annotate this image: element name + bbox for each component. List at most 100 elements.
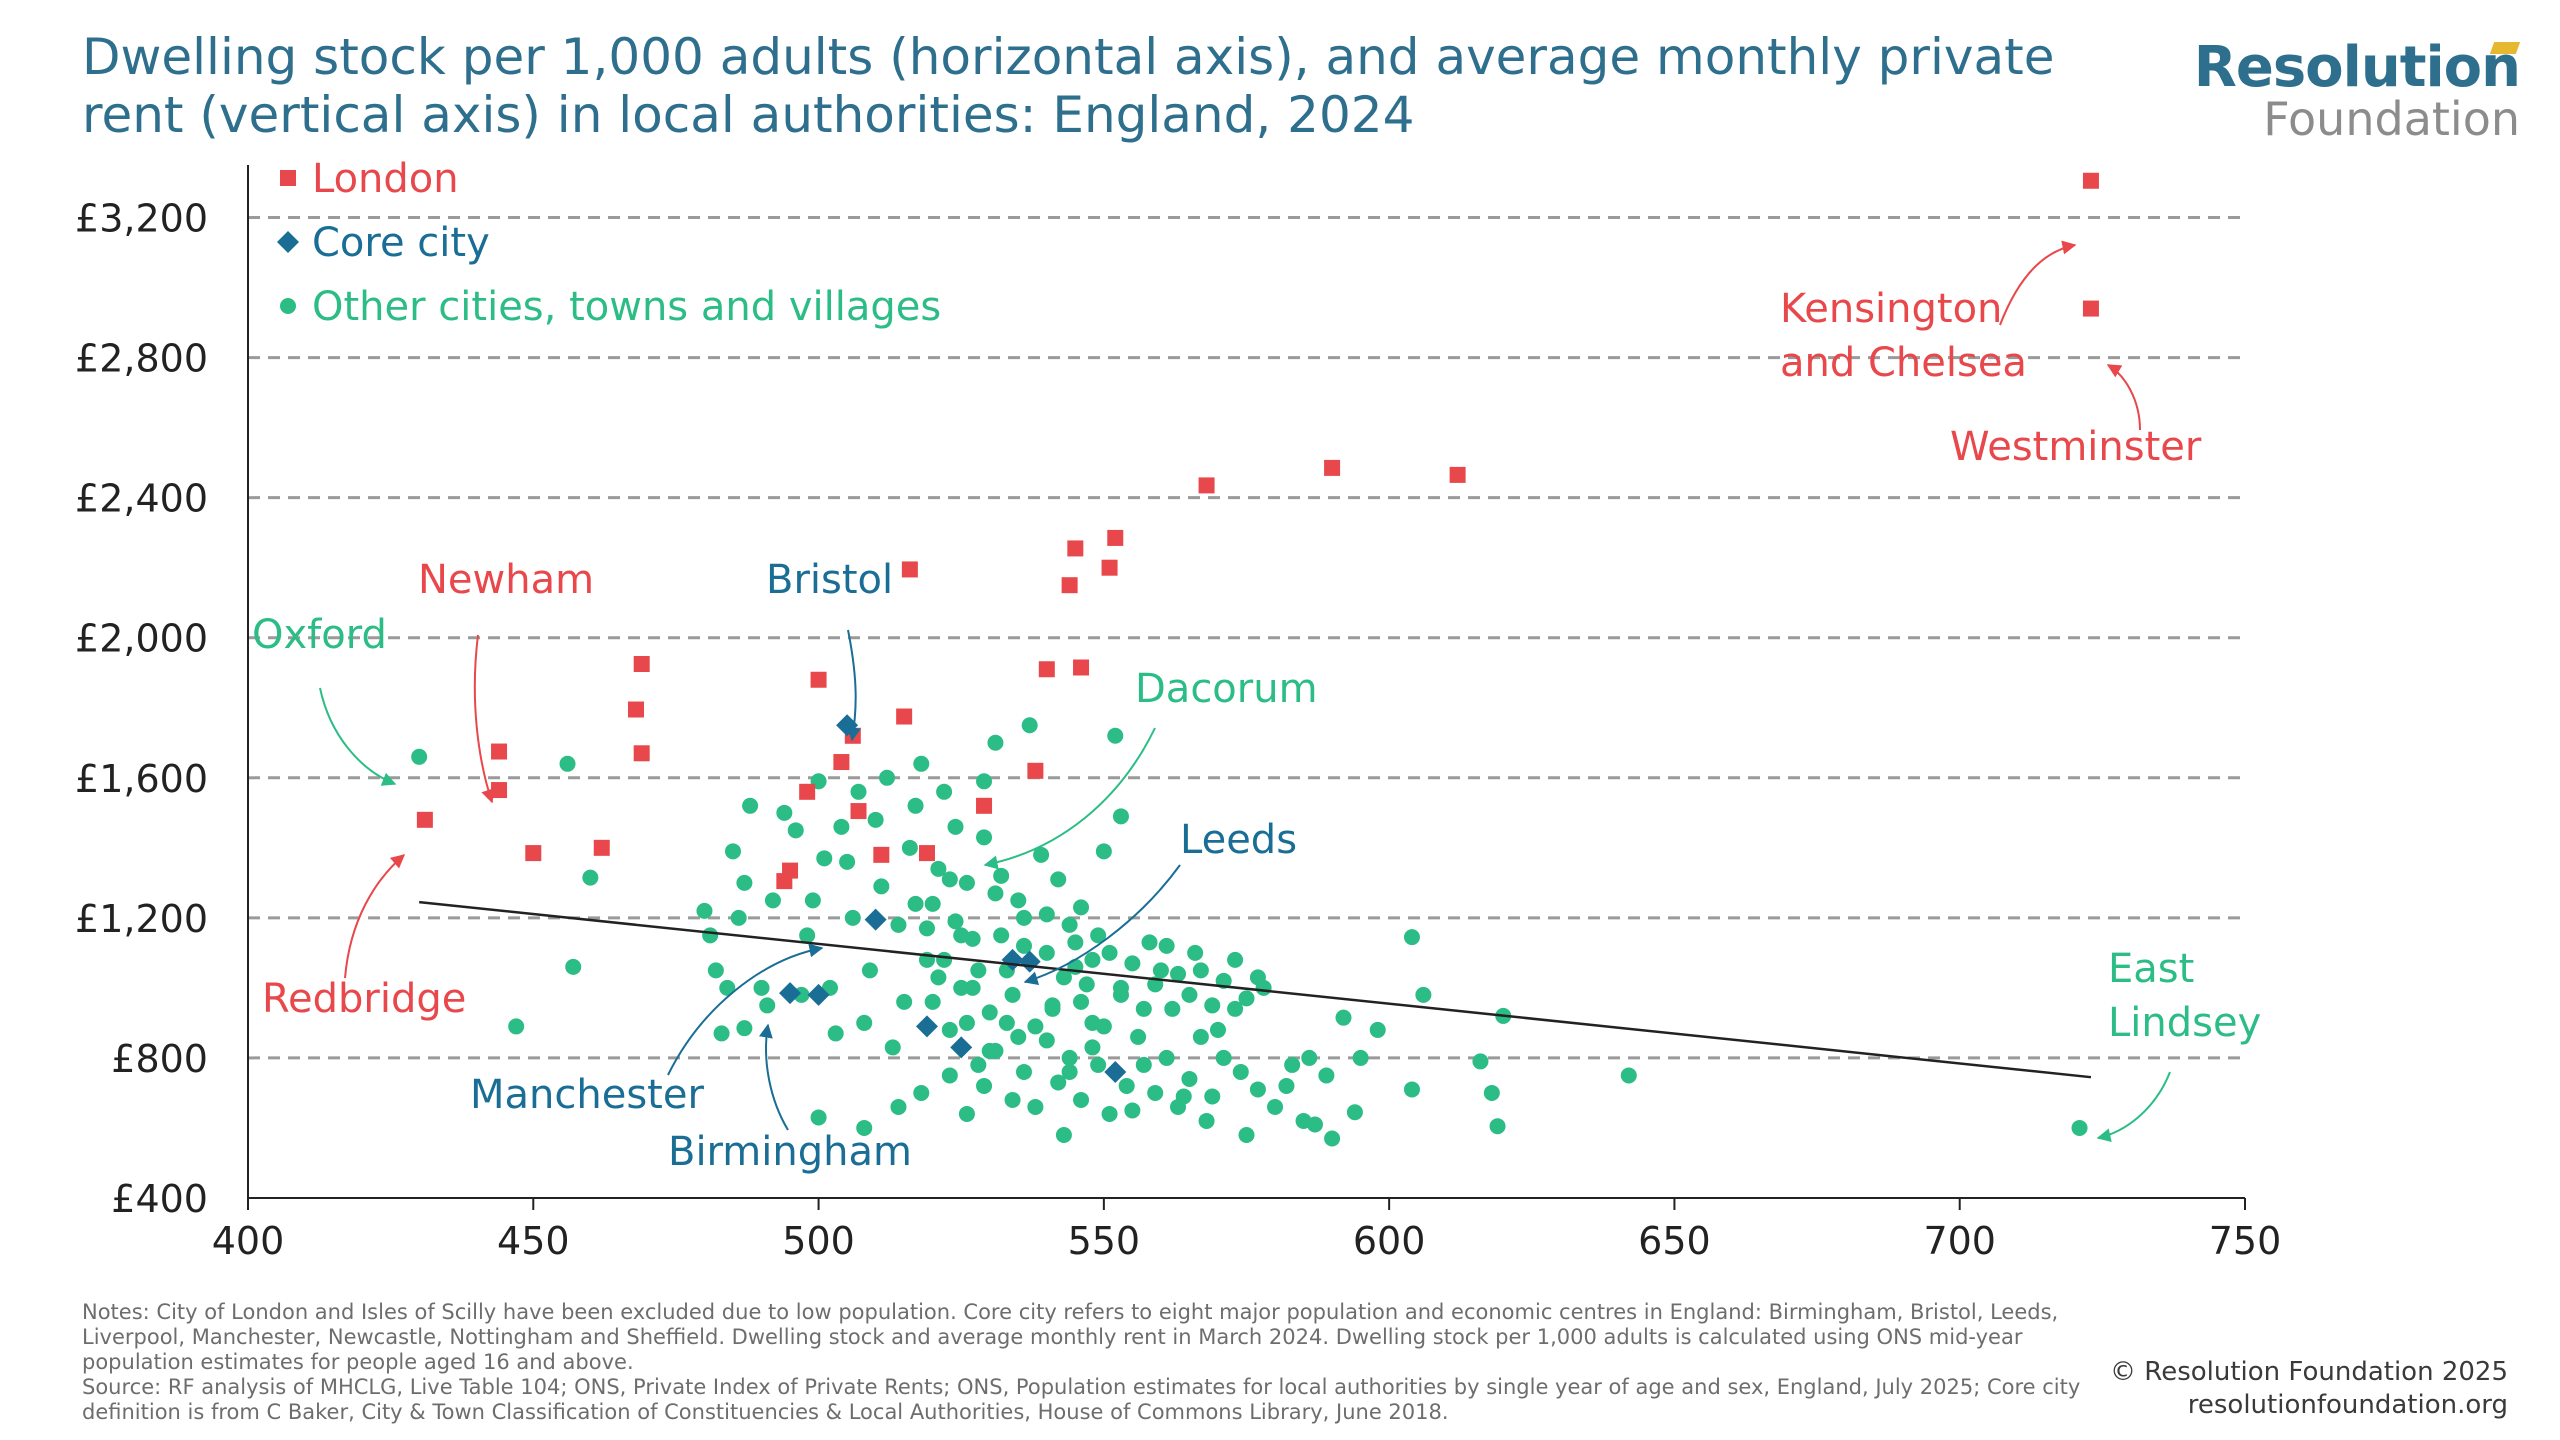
other-area-point bbox=[1027, 1018, 1044, 1035]
other-area-point bbox=[896, 993, 913, 1010]
x-tick-label: 700 bbox=[1923, 1219, 1996, 1263]
annotation-arrow bbox=[983, 727, 1156, 870]
other-area-point bbox=[1021, 717, 1038, 734]
core-city-point bbox=[864, 908, 887, 931]
other-area-point bbox=[1038, 906, 1055, 923]
other-area-point bbox=[856, 1119, 873, 1136]
london-point bbox=[633, 745, 650, 762]
other-area-point bbox=[1124, 1102, 1141, 1119]
other-area-point bbox=[907, 797, 924, 814]
other-area-point bbox=[1135, 1056, 1152, 1073]
other-area-point bbox=[930, 969, 947, 986]
annotation-label: Dacorum bbox=[1135, 666, 1318, 712]
copyright-text: © Resolution Foundation 2025 bbox=[2110, 1357, 2508, 1387]
other-area-point bbox=[1301, 1049, 1318, 1066]
other-area-point bbox=[901, 839, 918, 856]
other-area-point bbox=[1010, 892, 1027, 909]
other-area-point bbox=[1135, 1000, 1152, 1017]
legend-label: London bbox=[312, 156, 459, 202]
other-area-point bbox=[1158, 1049, 1175, 1066]
london-point bbox=[1073, 659, 1090, 676]
other-area-point bbox=[1090, 1056, 1107, 1073]
other-area-point bbox=[1038, 1032, 1055, 1049]
other-area-point bbox=[947, 818, 964, 835]
other-area-point bbox=[941, 1067, 958, 1084]
data-points bbox=[411, 172, 2099, 1147]
legend-marker bbox=[277, 231, 299, 253]
london-point bbox=[1449, 466, 1466, 483]
annotation-arrow bbox=[319, 687, 397, 786]
other-area-point bbox=[941, 871, 958, 888]
other-area-point bbox=[742, 797, 759, 814]
other-area-point bbox=[1010, 1028, 1027, 1045]
other-area-point bbox=[958, 1014, 975, 1031]
other-area-point bbox=[1403, 929, 1420, 946]
london-point bbox=[1027, 762, 1044, 779]
other-area-point bbox=[764, 892, 781, 909]
core-city-point bbox=[915, 1015, 938, 1038]
other-area-point bbox=[1050, 871, 1067, 888]
london-point bbox=[873, 846, 890, 863]
other-area-point bbox=[970, 962, 987, 979]
other-area-point bbox=[730, 909, 747, 926]
other-area-point bbox=[1346, 1104, 1363, 1121]
other-area-point bbox=[947, 913, 964, 930]
other-area-point bbox=[924, 895, 941, 912]
other-area-point bbox=[707, 962, 724, 979]
london-point bbox=[776, 873, 793, 890]
other-area-point bbox=[1061, 1049, 1078, 1066]
source-text: Source: RF analysis of MHCLG, Live Table… bbox=[82, 1375, 2081, 1424]
legend-label: Core city bbox=[312, 220, 490, 266]
other-area-point bbox=[958, 874, 975, 891]
other-area-point bbox=[799, 927, 816, 944]
other-area-point bbox=[1101, 1105, 1118, 1122]
other-area-point bbox=[850, 783, 867, 800]
other-area-point bbox=[913, 755, 930, 772]
other-area-point bbox=[998, 1014, 1015, 1031]
other-area-point bbox=[861, 962, 878, 979]
london-point bbox=[491, 782, 508, 799]
other-area-point bbox=[987, 885, 1004, 902]
other-area-point bbox=[1073, 899, 1090, 916]
other-area-point bbox=[565, 958, 582, 975]
other-area-point bbox=[856, 1014, 873, 1031]
london-point bbox=[810, 671, 827, 688]
annotation-label: Manchester bbox=[470, 1072, 704, 1118]
other-area-point bbox=[1267, 1098, 1284, 1115]
other-area-point bbox=[987, 734, 1004, 751]
other-area-point bbox=[1107, 727, 1124, 744]
london-point bbox=[2082, 172, 2099, 189]
london-point bbox=[1198, 477, 1215, 494]
london-point bbox=[1107, 529, 1124, 546]
other-area-point bbox=[1152, 962, 1169, 979]
other-area-point bbox=[787, 822, 804, 839]
logo-word-top: Resolution bbox=[2193, 35, 2521, 100]
other-area-point bbox=[736, 874, 753, 891]
logo-word-bottom: Foundation bbox=[2263, 92, 2520, 146]
other-area-point bbox=[941, 1021, 958, 1038]
core-city-point bbox=[1018, 950, 1041, 973]
other-area-point bbox=[1015, 937, 1032, 954]
other-area-point bbox=[1147, 1084, 1164, 1101]
other-area-point bbox=[1038, 944, 1055, 961]
other-area-point bbox=[1284, 1056, 1301, 1073]
chart-title: Dwelling stock per 1,000 adults (horizon… bbox=[82, 28, 2055, 144]
other-area-point bbox=[1170, 1098, 1187, 1115]
x-tick-label: 750 bbox=[2209, 1219, 2282, 1263]
london-point bbox=[833, 754, 850, 771]
other-area-point bbox=[976, 829, 993, 846]
other-area-point bbox=[1090, 927, 1107, 944]
other-area-point bbox=[1278, 1077, 1295, 1094]
other-area-point bbox=[993, 867, 1010, 884]
other-area-point bbox=[411, 748, 428, 765]
other-area-point bbox=[1249, 1081, 1266, 1098]
london-point bbox=[525, 845, 542, 862]
other-area-point bbox=[736, 1020, 753, 1037]
other-area-point bbox=[1204, 1088, 1221, 1105]
other-area-point bbox=[1067, 934, 1084, 951]
london-point bbox=[1038, 661, 1055, 678]
other-area-point bbox=[1061, 916, 1078, 933]
other-area-point bbox=[1181, 1070, 1198, 1087]
other-area-point bbox=[879, 769, 896, 786]
annotation-arrow bbox=[2106, 364, 2141, 431]
